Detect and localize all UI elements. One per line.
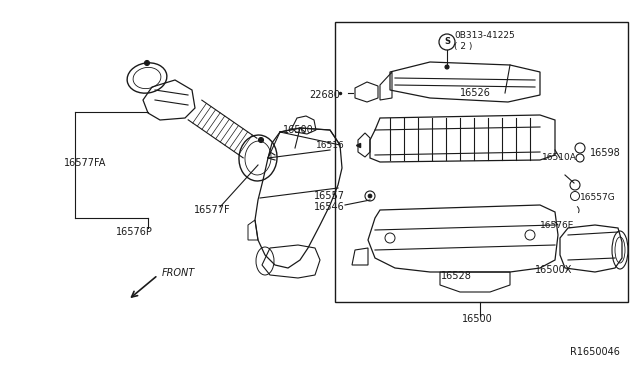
Text: 16557G: 16557G	[580, 192, 616, 202]
Text: 16598: 16598	[590, 148, 621, 158]
Text: 22680: 22680	[309, 90, 340, 100]
Text: 16500: 16500	[283, 125, 314, 135]
Text: 16557: 16557	[314, 191, 345, 201]
Circle shape	[445, 65, 449, 69]
Text: 16576P: 16576P	[116, 227, 153, 237]
Text: 16576E: 16576E	[540, 221, 574, 230]
Text: 16546: 16546	[314, 202, 345, 212]
Circle shape	[259, 138, 264, 142]
Circle shape	[368, 194, 372, 198]
Text: 16577F: 16577F	[194, 205, 230, 215]
Text: 16577FA: 16577FA	[64, 158, 106, 168]
Bar	[335, 22, 628, 302]
Text: 16500: 16500	[462, 314, 493, 324]
Text: FRONT: FRONT	[162, 268, 195, 278]
Circle shape	[145, 61, 150, 65]
Text: 16516: 16516	[316, 141, 345, 150]
Text: R1650046: R1650046	[570, 347, 620, 357]
Text: 16500X: 16500X	[535, 265, 572, 275]
Text: 0B313-41225: 0B313-41225	[454, 31, 515, 39]
Text: S: S	[444, 38, 450, 46]
Text: ( 2 ): ( 2 )	[454, 42, 472, 51]
Text: 16526: 16526	[460, 88, 491, 98]
Text: 16510A: 16510A	[542, 154, 577, 163]
Text: 16528: 16528	[441, 271, 472, 281]
